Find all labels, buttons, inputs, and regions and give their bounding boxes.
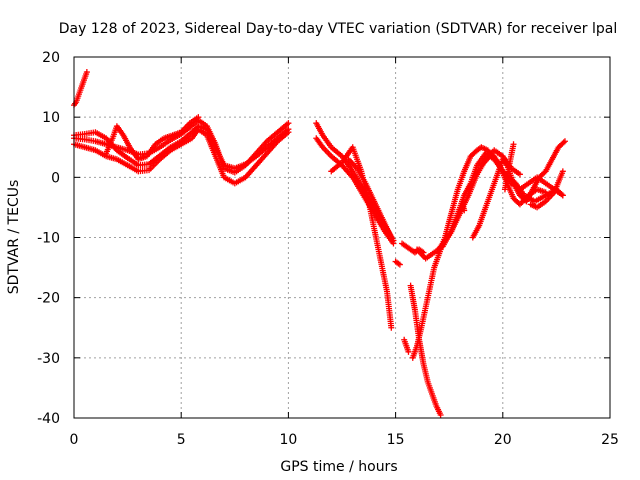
x-tick-label: 25 bbox=[601, 432, 619, 448]
data-point bbox=[516, 171, 523, 178]
data-point bbox=[510, 141, 517, 148]
data-series bbox=[345, 156, 395, 241]
data-series bbox=[478, 153, 549, 208]
y-tick-label: -30 bbox=[37, 351, 60, 367]
y-tick-label: -10 bbox=[37, 231, 60, 247]
chart-title: Day 128 of 2023, Sidereal Day-to-day VTE… bbox=[59, 21, 617, 37]
y-tick-label: -20 bbox=[37, 291, 60, 307]
y-tick-label: 10 bbox=[42, 110, 60, 126]
x-tick-label: 20 bbox=[494, 432, 512, 448]
y-tick-label: 0 bbox=[51, 170, 60, 186]
data-point bbox=[285, 120, 292, 127]
data-point bbox=[285, 129, 292, 136]
data-series bbox=[103, 114, 202, 163]
data-point bbox=[461, 207, 468, 214]
y-tick-label: 20 bbox=[42, 50, 60, 66]
data-point bbox=[405, 348, 412, 355]
data-point bbox=[437, 411, 444, 418]
data-point bbox=[559, 168, 566, 175]
data-point bbox=[83, 69, 90, 76]
data-point bbox=[388, 324, 395, 331]
x-tick-label: 0 bbox=[70, 432, 79, 448]
data-series bbox=[501, 141, 517, 193]
data-point bbox=[560, 139, 567, 146]
y-axis-label: SDTVAR / TECUs bbox=[6, 180, 22, 295]
data-series bbox=[459, 198, 468, 214]
x-tick-label: 15 bbox=[387, 432, 405, 448]
data-point bbox=[396, 261, 403, 268]
plot-frame bbox=[73, 56, 611, 419]
data-point bbox=[559, 192, 566, 199]
data-point bbox=[388, 234, 395, 241]
data-point bbox=[195, 114, 202, 121]
grid bbox=[74, 57, 610, 418]
data-points bbox=[71, 69, 568, 418]
data-series bbox=[401, 336, 412, 355]
y-tick-label: -40 bbox=[37, 411, 60, 427]
data-point bbox=[390, 240, 397, 247]
x-tick-label: 5 bbox=[177, 432, 186, 448]
data-series bbox=[527, 168, 566, 211]
x-axis-label: GPS time / hours bbox=[280, 459, 397, 475]
data-point bbox=[561, 138, 568, 145]
data-point bbox=[542, 189, 549, 196]
x-tick-label: 10 bbox=[279, 432, 297, 448]
data-series bbox=[392, 258, 403, 268]
